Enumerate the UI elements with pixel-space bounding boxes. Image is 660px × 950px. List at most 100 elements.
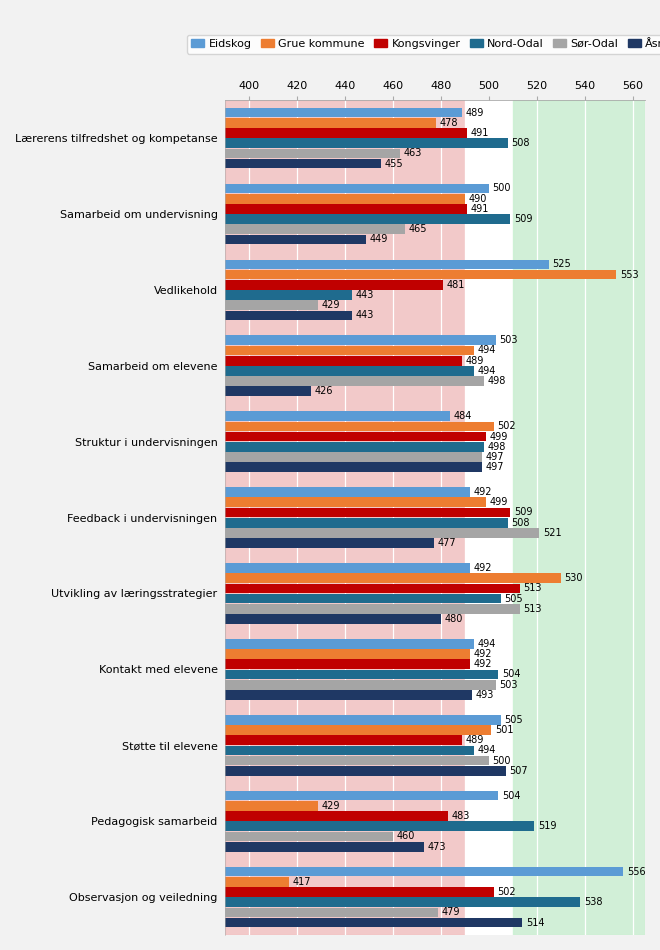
Text: 494: 494	[478, 346, 496, 355]
Text: 509: 509	[514, 507, 533, 518]
Bar	[224, 442, 484, 451]
Bar	[224, 801, 318, 810]
Bar	[224, 214, 510, 224]
Text: 455: 455	[384, 159, 403, 168]
Bar	[224, 107, 463, 118]
Bar	[224, 335, 496, 345]
Bar	[224, 346, 475, 355]
Text: 513: 513	[523, 583, 542, 594]
Text: 463: 463	[403, 148, 422, 159]
Text: 492: 492	[473, 563, 492, 573]
Bar	[224, 280, 444, 290]
Bar	[224, 235, 366, 244]
Text: 505: 505	[504, 714, 523, 725]
Text: 494: 494	[478, 638, 496, 649]
Bar	[224, 746, 475, 755]
Bar	[224, 204, 467, 214]
Bar	[224, 831, 393, 842]
Bar	[224, 811, 448, 821]
Text: 429: 429	[322, 801, 341, 811]
Bar	[224, 118, 436, 127]
Text: 508: 508	[512, 518, 530, 527]
Bar	[224, 148, 400, 159]
Text: 538: 538	[583, 897, 602, 907]
Text: 521: 521	[543, 528, 562, 538]
Bar	[224, 259, 549, 269]
Bar	[224, 866, 624, 877]
Text: 508: 508	[512, 138, 530, 148]
Text: 429: 429	[322, 300, 341, 310]
Bar	[224, 290, 352, 300]
Bar	[224, 183, 489, 193]
Text: 481: 481	[447, 279, 465, 290]
Text: 500: 500	[492, 183, 511, 194]
Text: 497: 497	[485, 452, 504, 462]
Text: 489: 489	[466, 355, 484, 366]
Text: 483: 483	[451, 811, 470, 821]
Text: 553: 553	[620, 270, 638, 279]
Text: 417: 417	[293, 877, 312, 886]
Text: 499: 499	[490, 431, 508, 442]
Text: 489: 489	[466, 107, 484, 118]
Text: 497: 497	[485, 462, 504, 472]
Bar	[224, 270, 616, 279]
Text: 530: 530	[564, 573, 583, 583]
Bar	[224, 487, 470, 497]
Bar	[224, 539, 434, 548]
Bar	[224, 194, 465, 203]
Text: 500: 500	[492, 755, 511, 766]
Bar	[224, 128, 467, 138]
Bar	[224, 639, 475, 649]
Bar	[224, 139, 508, 148]
Bar	[224, 604, 520, 614]
Bar	[224, 518, 508, 527]
Text: 503: 503	[500, 679, 518, 690]
Text: 449: 449	[370, 235, 388, 244]
Bar	[224, 311, 352, 320]
Bar	[224, 680, 496, 690]
Bar	[224, 573, 561, 583]
Bar	[224, 659, 470, 669]
Bar	[224, 877, 290, 886]
Text: 477: 477	[437, 538, 456, 548]
Text: 519: 519	[538, 821, 556, 831]
Bar	[224, 690, 472, 700]
Bar	[224, 583, 520, 593]
Text: 525: 525	[552, 259, 572, 270]
Text: 492: 492	[473, 659, 492, 669]
Bar	[224, 224, 405, 234]
Text: 514: 514	[526, 918, 544, 927]
Text: 473: 473	[428, 842, 446, 851]
Bar	[224, 431, 486, 442]
Text: 505: 505	[504, 594, 523, 603]
Text: 489: 489	[466, 735, 484, 745]
Bar	[224, 887, 494, 897]
Bar	[224, 918, 523, 927]
Text: 491: 491	[471, 128, 489, 138]
Text: 509: 509	[514, 214, 533, 224]
Bar	[224, 356, 463, 366]
Text: 443: 443	[356, 311, 374, 320]
Text: 556: 556	[627, 866, 645, 877]
Bar	[224, 387, 311, 396]
Bar	[465, 100, 513, 935]
Text: 492: 492	[473, 649, 492, 659]
Bar	[224, 725, 491, 734]
Text: 503: 503	[500, 335, 518, 345]
Text: 492: 492	[473, 487, 492, 497]
Bar	[224, 528, 539, 538]
Legend: Eidskog, Grue kommune, Kongsvinger, Nord-Odal, Sør-Odal, Åsnes: Eidskog, Grue kommune, Kongsvinger, Nord…	[187, 35, 660, 53]
Bar	[224, 842, 424, 851]
Text: 498: 498	[488, 442, 506, 452]
Bar	[224, 594, 501, 603]
Bar	[224, 755, 489, 766]
Text: 502: 502	[497, 422, 516, 431]
Bar	[224, 614, 441, 624]
Bar	[224, 100, 465, 935]
Text: 494: 494	[478, 746, 496, 755]
Text: 498: 498	[488, 376, 506, 386]
Bar	[513, 100, 645, 935]
Bar	[224, 563, 470, 573]
Text: 501: 501	[495, 725, 513, 735]
Bar	[224, 411, 450, 421]
